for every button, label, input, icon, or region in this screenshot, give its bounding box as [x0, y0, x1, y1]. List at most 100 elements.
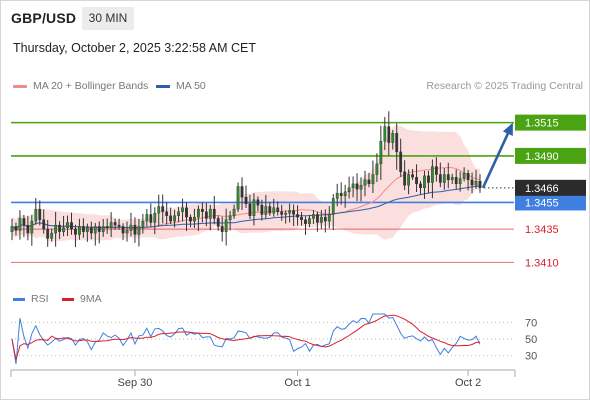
- candle-body: [462, 172, 466, 179]
- candle-body: [244, 196, 248, 205]
- candle: [113, 218, 117, 230]
- candle: [236, 182, 240, 213]
- rsi-panel: 70 50 30: [11, 313, 537, 365]
- candle-body: [474, 180, 478, 186]
- candle: [292, 204, 295, 227]
- candle-body: [327, 214, 331, 222]
- candle-body: [308, 218, 311, 224]
- candle-body: [137, 226, 141, 235]
- candle-body: [470, 179, 474, 186]
- candle-body: [419, 183, 422, 189]
- candle: [403, 160, 407, 191]
- candle-body: [62, 227, 65, 232]
- candle: [149, 203, 153, 227]
- candle-body: [450, 176, 454, 181]
- candle: [423, 170, 426, 199]
- candle: [189, 214, 192, 228]
- candle-body: [121, 226, 125, 234]
- candle: [383, 116, 387, 151]
- price-tag-text: 1.3515: [525, 118, 559, 130]
- candle-body: [212, 208, 216, 219]
- candle-body: [34, 208, 38, 222]
- level-label: 1.3515: [515, 114, 586, 131]
- candle: [248, 194, 252, 220]
- level-label: 1.3410: [525, 257, 559, 269]
- candle: [446, 162, 450, 189]
- candle: [379, 125, 383, 180]
- candle-body: [133, 224, 137, 235]
- candle: [137, 218, 141, 247]
- candle-body: [478, 180, 482, 189]
- legend-label: 9MA: [80, 293, 102, 305]
- legend-label: MA 50: [176, 80, 206, 92]
- candle: [141, 213, 145, 234]
- candle: [438, 162, 442, 188]
- candle: [224, 208, 228, 246]
- candle: [363, 170, 367, 197]
- candle-body: [399, 151, 403, 173]
- candle-body: [331, 198, 335, 215]
- candle-body: [228, 215, 232, 220]
- candle-body: [323, 216, 327, 222]
- x-tick-label: Oct 2: [455, 377, 481, 389]
- candle-body: [113, 222, 117, 226]
- candle-body: [66, 222, 69, 228]
- candle-body: [442, 174, 446, 183]
- candle: [407, 169, 411, 195]
- candle-body: [97, 226, 101, 232]
- candle: [117, 218, 121, 230]
- level-label: 1.3490: [515, 147, 586, 164]
- candle-body: [343, 191, 347, 197]
- candle-body: [157, 206, 161, 214]
- candle-body: [208, 208, 212, 219]
- legend-item-ma50: MA 50: [156, 80, 206, 92]
- candle-body: [204, 211, 208, 219]
- candles: [10, 111, 482, 248]
- candle: [26, 215, 30, 241]
- candle: [153, 207, 157, 235]
- candle-body: [58, 224, 61, 232]
- candle: [50, 228, 54, 242]
- candle-body: [316, 214, 319, 223]
- candle-body: [319, 216, 323, 223]
- candle: [415, 164, 418, 192]
- credit-text: Research © 2025 Trading Central: [426, 80, 583, 92]
- price-tag-text: 1.3435: [525, 224, 559, 236]
- candle-body: [93, 226, 97, 234]
- candle-body: [300, 216, 303, 220]
- timeframe-button[interactable]: 30 MIN: [82, 7, 134, 30]
- candle: [335, 183, 339, 207]
- candle: [228, 210, 232, 231]
- candle-body: [367, 179, 371, 185]
- legend-swatch: [13, 297, 25, 301]
- candle: [169, 207, 173, 225]
- candle-body: [403, 171, 407, 186]
- candle: [157, 194, 161, 227]
- candle-body: [371, 174, 375, 185]
- price-tag-text: 1.3410: [525, 257, 559, 269]
- candle: [454, 169, 458, 190]
- candle-body: [177, 211, 180, 216]
- candle: [93, 222, 97, 246]
- candle-body: [78, 226, 81, 235]
- legend-label: RSI: [31, 293, 49, 305]
- candle: [212, 195, 216, 225]
- candle-body: [50, 232, 54, 239]
- price-tag-text: 1.3466: [525, 183, 559, 195]
- candle: [272, 198, 276, 217]
- candle-body: [30, 220, 34, 234]
- candle: [161, 194, 165, 224]
- x-tick-label: Oct 1: [284, 377, 310, 389]
- candle-body: [284, 212, 288, 215]
- candle: [185, 202, 188, 231]
- candle: [260, 199, 264, 221]
- candle: [173, 209, 176, 228]
- candle: [193, 208, 196, 228]
- timestamp: Thursday, October 2, 2025 3:22:58 AM CET: [13, 41, 256, 55]
- candle-body: [363, 179, 367, 186]
- candle: [359, 177, 363, 202]
- candle: [367, 172, 371, 188]
- candle-body: [280, 211, 284, 215]
- candle-body: [339, 192, 343, 197]
